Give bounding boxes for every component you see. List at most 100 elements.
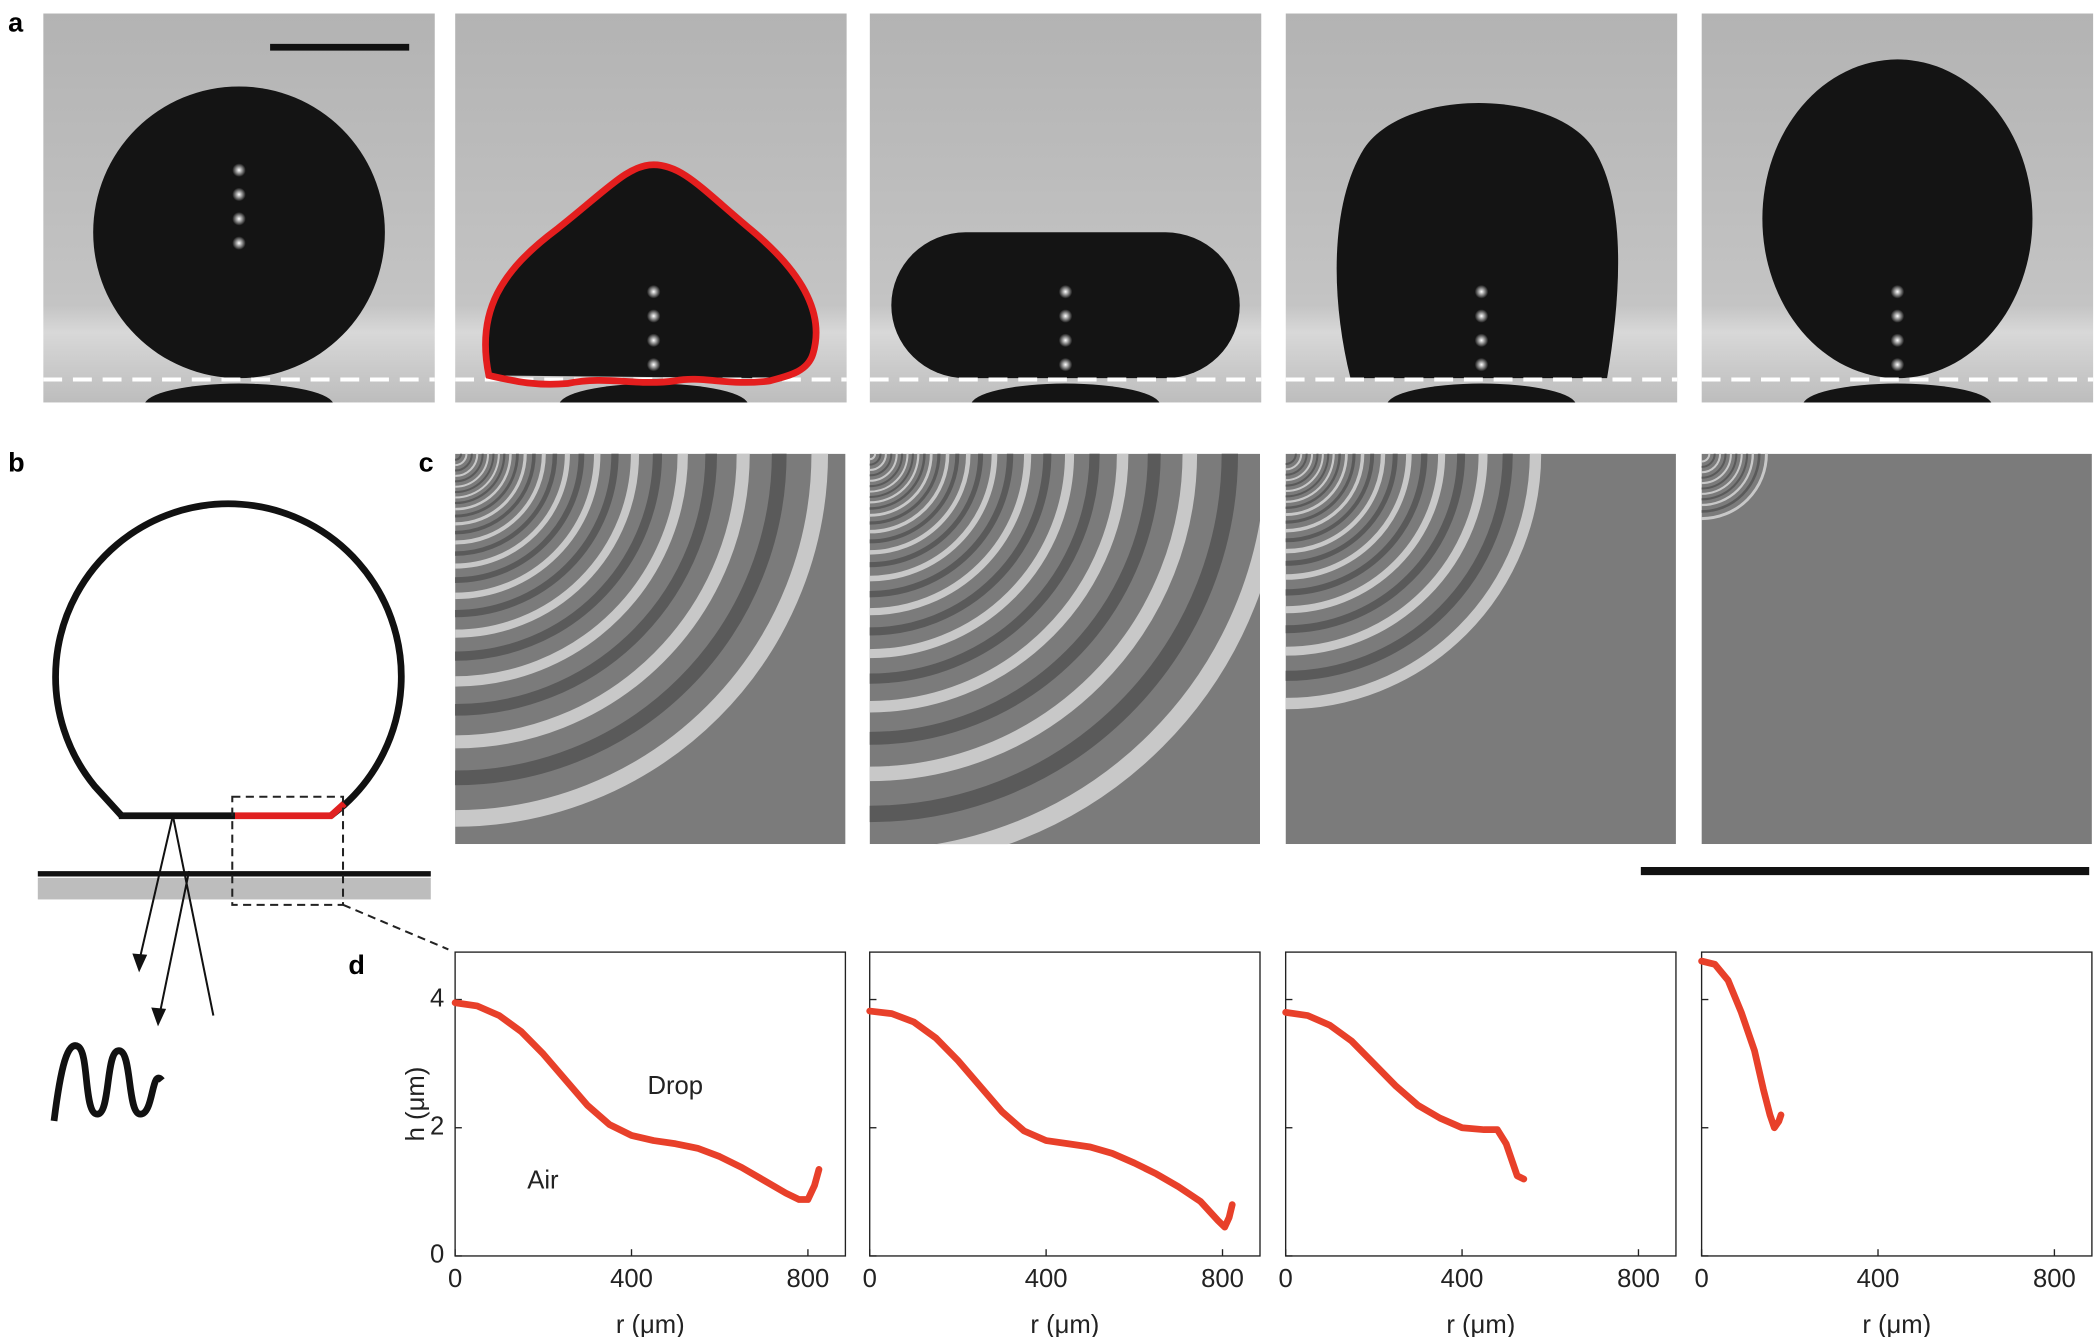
x-tick-label: 400 (610, 1265, 653, 1293)
contour (482, 161, 820, 388)
glint (646, 309, 661, 323)
substrate (37, 877, 431, 900)
fringe (869, 453, 898, 482)
plot-frame (1284, 951, 1677, 1257)
glint (1058, 309, 1073, 323)
x-tick-label: 400 (1441, 1265, 1484, 1293)
wave (50, 1042, 165, 1122)
fringe (869, 453, 914, 498)
zoom-line (342, 903, 449, 951)
glint (1474, 284, 1489, 299)
circle (93, 86, 385, 379)
fringe (1285, 453, 1330, 498)
drop-photo (1701, 13, 2094, 403)
fringe (869, 453, 971, 555)
annotation: Air (527, 1166, 559, 1194)
fringe (1701, 453, 1732, 485)
fringe (869, 453, 926, 510)
fringe (1285, 453, 1319, 487)
fringe (455, 453, 500, 499)
x-tick-label: 400 (1857, 1265, 1900, 1293)
fringe (869, 453, 882, 466)
x-axis-label: r (μm) (1862, 1311, 1931, 1337)
interference-photo (1701, 453, 2092, 845)
profile-line (451, 999, 823, 1203)
photo-content (1285, 453, 1676, 845)
x-axis-label: r (μm) (1030, 1311, 1099, 1337)
photo-content (1285, 13, 1678, 403)
fringe (869, 453, 920, 504)
fringe (455, 453, 490, 488)
fringe (1285, 453, 1466, 634)
photo-bg (869, 453, 1260, 845)
fringe (869, 453, 950, 534)
x-tick-label: 800 (2033, 1265, 2076, 1293)
path (1336, 102, 1619, 379)
glint (1058, 333, 1073, 348)
fringe (869, 453, 887, 471)
reflection (1387, 383, 1576, 403)
reflection (1803, 383, 1992, 403)
y-axis-label: h (μm) (402, 1067, 430, 1142)
plot-frame (454, 951, 847, 1257)
fringe (1701, 453, 1722, 474)
glint (1474, 357, 1489, 372)
fringe (1285, 453, 1412, 580)
ray (171, 815, 215, 1016)
annotation: Drop (647, 1072, 703, 1100)
fringe (1701, 453, 1761, 513)
drop-photo (869, 13, 1262, 403)
panel-label: b (8, 448, 25, 478)
ellipse (1762, 59, 2033, 379)
glint (232, 163, 246, 177)
glint (1474, 333, 1489, 348)
reflection (971, 383, 1160, 403)
glint (232, 212, 246, 226)
panel-label: a (8, 7, 24, 37)
rect (891, 232, 1240, 379)
photo-content (1701, 453, 2092, 845)
interference-photo (869, 453, 1260, 845)
fringe (1285, 453, 1303, 471)
glint (646, 333, 661, 348)
fringe (1285, 453, 1335, 503)
fringe (1285, 453, 1446, 614)
fringe (869, 453, 1032, 616)
fringe (869, 453, 909, 493)
reflection (145, 383, 333, 403)
fringe (869, 453, 877, 461)
glint (232, 236, 246, 250)
photo-content (43, 13, 435, 403)
profile-line (1282, 1008, 1528, 1183)
photo-content (455, 453, 846, 845)
photo-content (869, 453, 1260, 845)
fringe (455, 453, 479, 477)
ray (158, 870, 191, 1016)
glint (1058, 357, 1073, 372)
panel-label: c (419, 448, 434, 478)
fringe (455, 453, 527, 526)
drop-photo (43, 13, 435, 403)
glint (1890, 284, 1905, 299)
fringe (1701, 453, 1716, 468)
fringe (1701, 453, 1738, 490)
fringe (869, 453, 1129, 713)
x-axis-label: r (μm) (616, 1311, 685, 1337)
fringe (1701, 453, 1749, 501)
fringe (1285, 453, 1314, 482)
x-tick-label: 0 (1279, 1265, 1293, 1293)
drop-outline (52, 500, 405, 819)
x-axis-label: r (μm) (1446, 1311, 1515, 1337)
x-tick-label: 0 (863, 1265, 877, 1293)
photo-content (869, 13, 1262, 403)
x-tick-label: 800 (1201, 1265, 1244, 1293)
arrow-head (132, 953, 148, 973)
glint (1890, 309, 1905, 323)
glint (1474, 309, 1489, 323)
x-tick-label: 0 (1694, 1265, 1708, 1293)
fringe (1285, 453, 1308, 476)
fringe (1285, 453, 1297, 466)
photo-bg (1285, 453, 1676, 845)
ray (138, 815, 174, 962)
